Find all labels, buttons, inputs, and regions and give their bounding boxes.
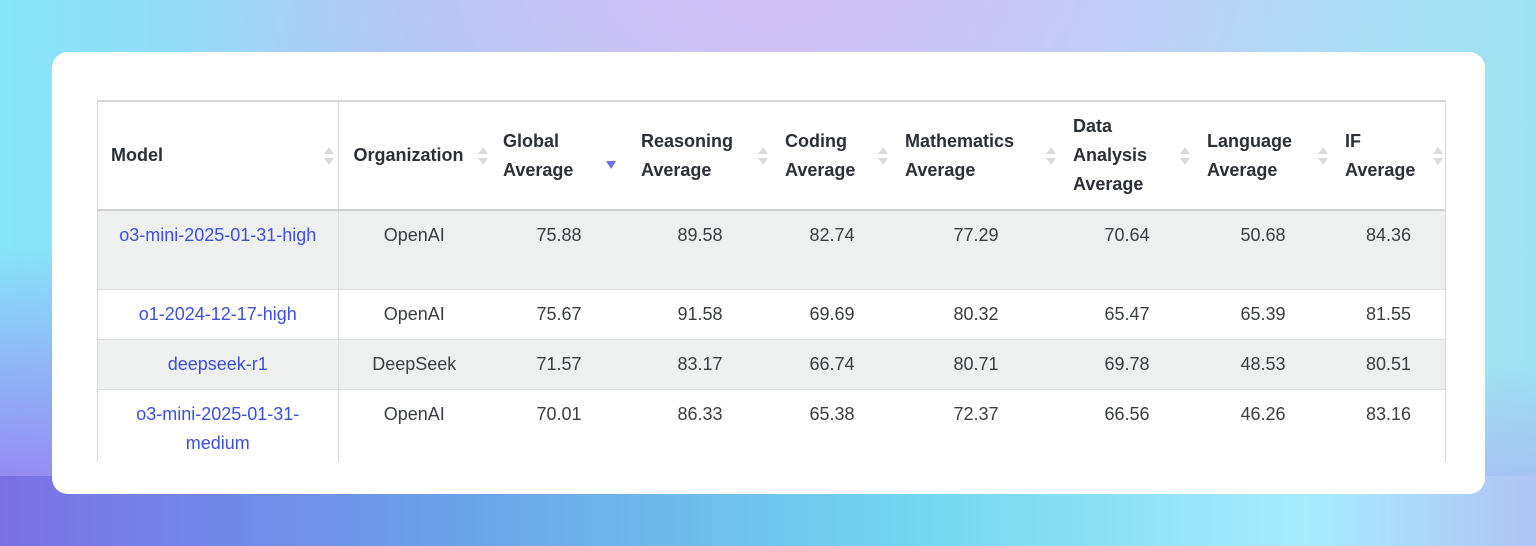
sort-icon[interactable]: [878, 146, 888, 165]
data-analysis-average-cell: 69.78: [1060, 339, 1194, 390]
table-row: o3-mini-2025-01-31-high OpenAI 75.88 89.…: [98, 210, 1445, 290]
organization-cell: OpenAI: [338, 289, 490, 340]
data-analysis-average-cell: 66.56: [1060, 389, 1194, 462]
sort-icon[interactable]: [1318, 146, 1328, 165]
header-row: Model Organization Global Average Reason…: [98, 101, 1445, 211]
column-header-global-average[interactable]: Global Average: [490, 101, 628, 211]
reasoning-average-cell: 91.58: [628, 289, 772, 340]
column-header-if-average[interactable]: IF Average: [1332, 101, 1445, 211]
column-header-reasoning-average[interactable]: Reasoning Average: [628, 101, 772, 211]
sort-icon[interactable]: [758, 146, 768, 165]
language-average-cell: 48.53: [1194, 339, 1332, 390]
reasoning-average-cell: 83.17: [628, 339, 772, 390]
column-header-language-average[interactable]: Language Average: [1194, 101, 1332, 211]
column-header-mathematics-average[interactable]: Mathematics Average: [892, 101, 1060, 211]
sort-icon[interactable]: [1046, 146, 1056, 165]
organization-cell: DeepSeek: [338, 339, 490, 390]
organization-cell: OpenAI: [338, 210, 490, 290]
sort-desc-icon[interactable]: [606, 160, 616, 169]
column-header-model[interactable]: Model: [98, 101, 339, 211]
if-average-cell: 81.55: [1332, 289, 1445, 340]
mathematics-average-cell: 72.37: [892, 389, 1060, 462]
table-row: o1-2024-12-17-high OpenAI 75.67 91.58 69…: [98, 289, 1445, 340]
coding-average-cell: 66.74: [772, 339, 892, 390]
language-average-cell: 46.26: [1194, 389, 1332, 462]
sort-icon[interactable]: [478, 146, 488, 165]
if-average-cell: 84.36: [1332, 210, 1445, 290]
global-average-cell: 71.57: [490, 339, 628, 390]
leaderboard-card: Model Organization Global Average Reason…: [52, 52, 1485, 494]
model-link[interactable]: o3-mini-2025-01-31-medium: [136, 403, 300, 453]
organization-cell: OpenAI: [338, 389, 490, 462]
model-link[interactable]: deepseek-r1: [167, 353, 268, 374]
data-analysis-average-cell: 65.47: [1060, 289, 1194, 340]
sort-icon[interactable]: [323, 146, 334, 165]
sort-icon[interactable]: [1433, 146, 1443, 165]
global-average-cell: 75.88: [490, 210, 628, 290]
model-link[interactable]: o1-2024-12-17-high: [138, 303, 297, 324]
if-average-cell: 80.51: [1332, 339, 1445, 390]
if-average-cell: 83.16: [1332, 389, 1445, 462]
global-average-cell: 70.01: [490, 389, 628, 462]
column-header-coding-average[interactable]: Coding Average: [772, 101, 892, 211]
column-header-organization[interactable]: Organization: [338, 101, 490, 211]
language-average-cell: 50.68: [1194, 210, 1332, 290]
reasoning-average-cell: 89.58: [628, 210, 772, 290]
mathematics-average-cell: 80.32: [892, 289, 1060, 340]
reasoning-average-cell: 86.33: [628, 389, 772, 462]
data-analysis-average-cell: 70.64: [1060, 210, 1194, 290]
table-row: deepseek-r1 DeepSeek 71.57 83.17 66.74 8…: [98, 339, 1445, 390]
coding-average-cell: 65.38: [772, 389, 892, 462]
mathematics-average-cell: 80.71: [892, 339, 1060, 390]
model-link[interactable]: o3-mini-2025-01-31-high: [119, 225, 317, 245]
leaderboard-table: Model Organization Global Average Reason…: [98, 100, 1445, 462]
sort-icon[interactable]: [1180, 146, 1190, 165]
language-average-cell: 65.39: [1194, 289, 1332, 340]
mathematics-average-cell: 77.29: [892, 210, 1060, 290]
column-header-data-analysis-average[interactable]: Data Analysis Average: [1060, 101, 1194, 211]
coding-average-cell: 69.69: [772, 289, 892, 340]
leaderboard-table-container[interactable]: Model Organization Global Average Reason…: [97, 100, 1446, 462]
global-average-cell: 75.67: [490, 289, 628, 340]
table-row: o3-mini-2025-01-31-medium OpenAI 70.01 8…: [98, 389, 1445, 462]
coding-average-cell: 82.74: [772, 210, 892, 290]
